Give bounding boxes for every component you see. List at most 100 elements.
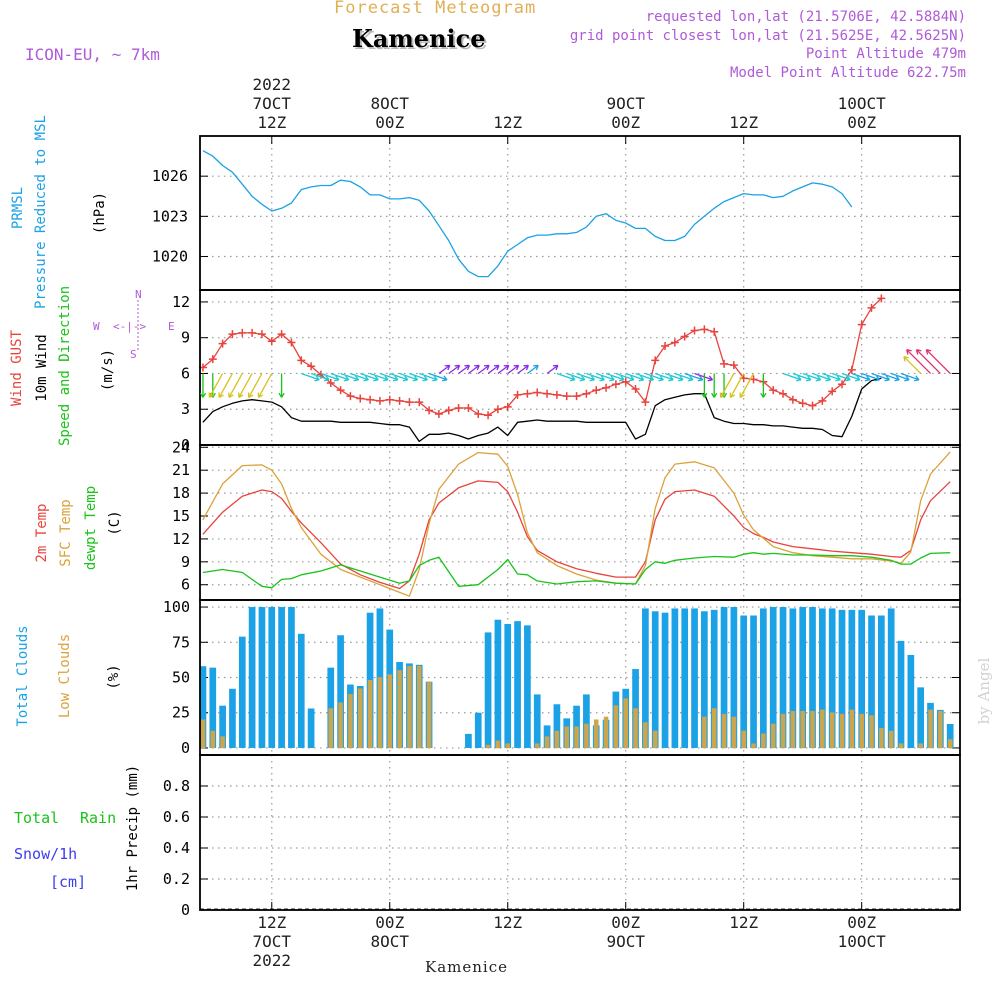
low-cloud-bar	[534, 743, 540, 749]
wind-arrow-head	[238, 392, 244, 399]
wind-arrow-head	[884, 375, 891, 382]
total-cloud-bar	[760, 608, 767, 748]
gust-marker	[611, 380, 620, 389]
model-point-altitude: Model Point Altitude 622.75m	[729, 65, 966, 81]
wind-arrow	[871, 372, 890, 381]
gust-marker	[798, 399, 807, 408]
gust-marker	[690, 326, 699, 335]
total-cloud-bar	[337, 635, 344, 748]
gust-marker	[710, 327, 719, 336]
top-time-label: 00Z	[847, 113, 876, 132]
gust-marker	[405, 398, 414, 407]
gust-marker	[847, 365, 856, 374]
gust-marker	[602, 383, 611, 392]
top-time-label: 12Z	[729, 113, 758, 132]
wind-arrow	[399, 372, 418, 381]
wind-arrow	[861, 372, 880, 381]
low-cloud-bar	[633, 708, 638, 749]
total-cloud-bar	[661, 612, 669, 748]
gust-marker	[680, 332, 689, 341]
wind-arrow	[350, 372, 369, 381]
wind-arrow	[487, 364, 500, 374]
total-cloud-bar	[701, 611, 708, 748]
wind-arrow	[831, 372, 851, 381]
wind-arrow-head	[628, 375, 635, 382]
wind-arrow-head	[739, 392, 745, 399]
point-altitude: Point Altitude 479m	[805, 46, 966, 62]
low-cloud-bar	[220, 736, 225, 749]
low-cloud-bar	[407, 665, 412, 749]
low-cloud-bar	[485, 744, 491, 749]
wind-direction-arrows	[199, 349, 951, 399]
low-cloud-bar	[800, 711, 805, 749]
compass-west: W	[93, 320, 100, 333]
wind-arrow-head	[668, 375, 674, 382]
gust-marker	[346, 392, 355, 401]
wind-arrow-head	[825, 375, 832, 382]
total-cloud-bar	[199, 666, 207, 748]
gust-marker	[434, 410, 443, 418]
wind-arrow	[654, 372, 674, 381]
wind-arrow-head	[854, 375, 861, 382]
low-cloud-bar	[711, 708, 717, 749]
total-cloud-bar	[671, 608, 679, 748]
gust-marker	[444, 406, 453, 415]
total-cloud-bar	[779, 607, 787, 748]
wind-arrow	[792, 372, 812, 381]
total-cloud-bar	[897, 640, 905, 748]
total-cloud-bar	[642, 608, 649, 748]
wind-arrow-head	[412, 375, 419, 382]
bottom-time-label: 00Z	[847, 913, 876, 932]
top-time-label: 9OCT	[606, 94, 645, 113]
wind-arrow	[645, 372, 664, 381]
wind-arrow-head	[760, 392, 767, 398]
total-cloud-bar	[769, 607, 777, 748]
gust-marker	[818, 396, 827, 405]
compass-arrows: <-|->	[113, 320, 146, 333]
precipitation-ytick-label: 0.2	[163, 870, 190, 888]
wind-arrow-head	[845, 375, 851, 382]
wind-arrow-head	[569, 375, 576, 382]
low-cloud-bar	[731, 716, 737, 749]
gust-marker	[493, 405, 502, 414]
gust-marker	[592, 386, 601, 395]
total-cloud-bar	[474, 712, 482, 748]
wind-arrow-head	[208, 392, 215, 399]
gust-marker	[651, 356, 660, 365]
gust-marker	[228, 330, 237, 339]
top-time-label: 12Z	[493, 113, 522, 132]
wind-arrow-head	[209, 392, 216, 398]
wind-arrow	[674, 372, 694, 381]
wind-arrow	[625, 372, 644, 381]
precipitation-ytick-label: 0	[181, 901, 190, 919]
gust-marker	[257, 330, 266, 339]
wind-arrow-head	[552, 364, 559, 371]
wind-arrow-head	[228, 392, 234, 399]
low-cloud-bar	[495, 740, 501, 749]
low-cloud-bar	[210, 730, 216, 749]
top-time-label: 00Z	[375, 113, 404, 132]
wind-arrow-head	[432, 375, 438, 382]
gust-marker	[375, 396, 384, 405]
wind-arrow	[428, 372, 448, 381]
wind-arrow	[851, 372, 871, 381]
bottom-time-label: 00Z	[375, 913, 404, 932]
wind-arrow-head	[805, 375, 812, 382]
wind-arrow-head	[324, 375, 330, 382]
wind-arrow	[208, 373, 224, 398]
wind-arrow-head	[711, 392, 718, 398]
wind-arrow	[477, 364, 490, 374]
wind-arrow	[228, 373, 243, 398]
total-cloud-bar	[720, 607, 728, 748]
wind-arrow	[729, 373, 745, 398]
low-cloud-bar	[947, 739, 953, 749]
total-cloud-bar	[730, 607, 738, 748]
gust-marker	[385, 395, 394, 404]
total-cloud-bar	[868, 615, 875, 748]
wind-arrow-head	[444, 364, 451, 371]
wind-arrow	[664, 372, 684, 381]
wind-arrow-head	[257, 392, 264, 399]
wind-arrow-head	[719, 392, 726, 399]
gust-marker	[543, 389, 552, 398]
